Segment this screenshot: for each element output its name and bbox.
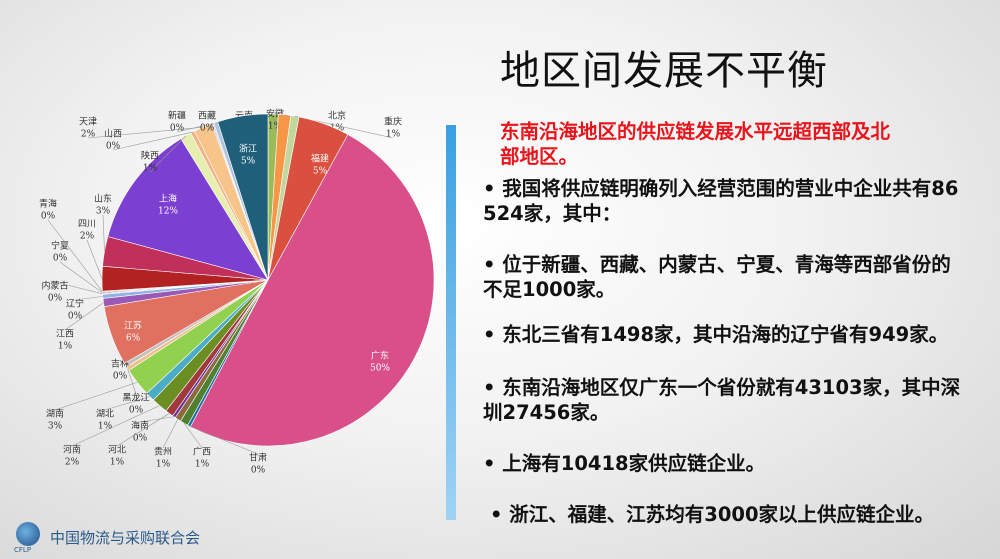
slice-value: 1% xyxy=(156,460,171,470)
leader-line xyxy=(183,423,203,449)
slice-label: 山东 xyxy=(94,193,112,205)
slice-value: 1% xyxy=(143,164,158,174)
leader-line xyxy=(119,359,126,366)
slice-label: 甘肃 xyxy=(249,452,267,464)
slice-value: 1% xyxy=(330,124,345,134)
slice-value: 6% xyxy=(126,334,141,344)
slice-label: 北京 xyxy=(328,110,346,122)
leader-line xyxy=(149,135,187,173)
leader-line xyxy=(54,381,138,411)
slice-value: 3% xyxy=(48,422,63,432)
slice-value: 1% xyxy=(195,460,210,470)
slice-label: 河南 xyxy=(63,444,81,456)
pie-slice xyxy=(107,138,269,281)
leader-line xyxy=(176,123,213,133)
slice-value: 0% xyxy=(68,312,83,322)
leader-line xyxy=(127,368,137,395)
bullet: • 上海有10418家供应链企业。 xyxy=(483,452,766,475)
bullet: • 我国将供应链明确列入经营范围的营业中企业共有86524家，其中： xyxy=(483,177,959,225)
slice-value: 2% xyxy=(81,130,96,140)
slice-label: 内蒙古 xyxy=(41,280,68,292)
slice-value: 0% xyxy=(48,294,63,304)
slice-label: 河北 xyxy=(108,444,126,456)
slice-label: 上海 xyxy=(159,193,177,205)
logo-text: CFLP xyxy=(14,546,32,554)
leader-line xyxy=(86,239,103,279)
bullet: • 东南沿海地区仅广东一个省份就有43103家，其中深圳27456家。 xyxy=(483,376,961,424)
slice-value: 1% xyxy=(58,342,73,352)
leader-line xyxy=(112,131,193,151)
slice-label: 湖北 xyxy=(96,409,114,420)
slice-value: 0% xyxy=(113,372,128,382)
slice-value: 0% xyxy=(129,406,144,416)
highlight: 东南沿海地区的供应链发展水平远超西部及北部地区。 xyxy=(500,120,891,168)
bullet: • 浙江、福建、江苏均有3000家以上供应链企业。 xyxy=(490,503,935,526)
slice-value: 5% xyxy=(313,167,328,177)
leader-line xyxy=(206,123,214,133)
slice-label: 贵州 xyxy=(154,446,172,458)
slice-label: 黑龙江 xyxy=(122,392,149,404)
slice-value: 1% xyxy=(98,422,113,432)
slice-value: 0% xyxy=(53,254,68,264)
bullet: • 位于新疆、西藏、内蒙古、宁夏、青海等西部省份的不足1000家。 xyxy=(483,253,951,301)
slice-value: 1% xyxy=(268,122,283,132)
slice-label: 湖南 xyxy=(46,408,64,420)
leader-line xyxy=(188,425,259,455)
slice-value: 1% xyxy=(110,458,125,468)
leader-line xyxy=(71,405,160,447)
leader-line xyxy=(139,416,174,423)
slice-label: 陕西 xyxy=(141,150,159,162)
slice-value: 2% xyxy=(80,232,95,242)
slice-label: 新疆 xyxy=(168,110,186,122)
slice-value: 0% xyxy=(170,124,185,134)
pie-slice xyxy=(189,134,435,447)
slice-value: 0% xyxy=(41,212,56,222)
leader-line xyxy=(64,302,104,331)
slice-label: 天津 xyxy=(79,117,97,128)
slice-label: 四川 xyxy=(78,220,96,230)
chart: 安徽1%北京1%重庆1%福建5%广东50%甘肃0%广西1%贵州1%海南0%河北1… xyxy=(39,108,435,476)
bullet: • 东北三省有1498家，其中沿海的辽宁省有949家。 xyxy=(483,323,949,346)
slice-label: 广东 xyxy=(371,350,389,362)
slice-label: 宁夏 xyxy=(51,240,69,252)
leader-line xyxy=(47,219,103,292)
leader-line xyxy=(59,261,103,293)
slice-value: 0% xyxy=(200,124,215,134)
slice-value: 2% xyxy=(65,458,80,468)
slice-label: 江苏 xyxy=(124,320,142,332)
slice-value: 0% xyxy=(133,434,148,444)
slice-value: 3% xyxy=(96,207,111,217)
leader-line xyxy=(102,214,105,252)
slice-label: 广西 xyxy=(193,446,211,458)
leader-line xyxy=(272,114,276,131)
slice-value: 1% xyxy=(386,130,401,140)
slice-label: 青海 xyxy=(39,198,57,210)
slice-label: 辽宁 xyxy=(66,298,84,310)
slice-label: 山西 xyxy=(104,129,122,140)
accent-bar xyxy=(446,125,456,520)
leader-line xyxy=(54,281,103,295)
slice-value: 0% xyxy=(106,142,121,152)
slice-label: 浙江 xyxy=(239,143,257,155)
pie-slice xyxy=(217,113,269,281)
slice-value: 5% xyxy=(241,157,256,167)
slice-label: 重庆 xyxy=(384,116,402,128)
slice-label: 江西 xyxy=(56,329,74,340)
slice-value: 50% xyxy=(370,364,390,374)
slice-value: 0% xyxy=(251,466,266,476)
leader-line xyxy=(162,419,179,449)
leader-line xyxy=(74,296,103,301)
slice-value: 12% xyxy=(158,207,178,217)
leader-line xyxy=(104,396,151,411)
leader-line xyxy=(87,126,204,139)
logo-mark xyxy=(16,522,40,546)
leader-line xyxy=(116,413,170,447)
slice-label: 福建 xyxy=(311,153,329,165)
slice-label: 西藏 xyxy=(198,110,216,122)
organization: 中国物流与采购联合会 xyxy=(50,529,201,547)
slide-title: 地区间发展不平衡 xyxy=(500,48,828,94)
slice-label: 海南 xyxy=(131,420,149,432)
